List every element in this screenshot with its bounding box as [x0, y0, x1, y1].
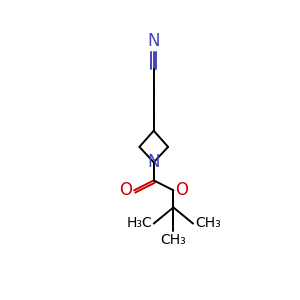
Text: O: O: [175, 181, 188, 199]
Text: N: N: [148, 32, 160, 50]
Text: CH₃: CH₃: [195, 216, 220, 230]
Text: O: O: [119, 181, 132, 199]
Text: CH₃: CH₃: [160, 233, 186, 247]
Text: N: N: [148, 153, 160, 171]
Text: H₃C: H₃C: [126, 216, 152, 230]
